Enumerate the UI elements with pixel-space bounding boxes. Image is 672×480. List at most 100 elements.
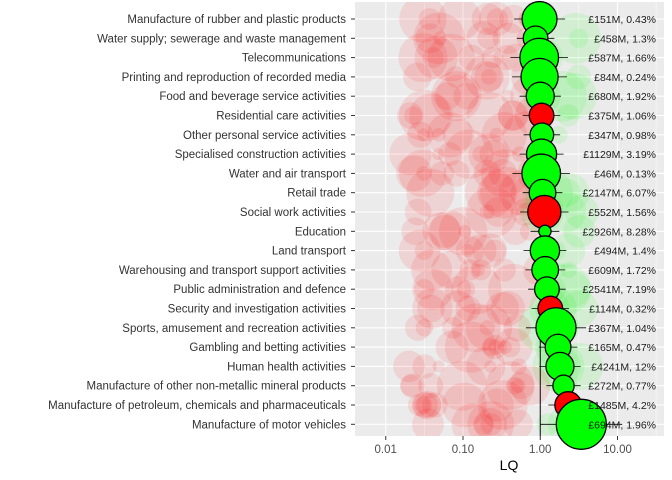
grid-lines [355, 2, 664, 436]
data-point [527, 194, 562, 230]
background-bubble [409, 93, 454, 138]
value-label: £1485M, 4.2% [588, 400, 656, 412]
background-bubble [440, 290, 476, 327]
y-tick-label: Specialised construction activities [175, 149, 347, 161]
background-bubble [442, 382, 487, 428]
background-bubble [412, 288, 453, 329]
background-bubble [471, 263, 485, 277]
background-bubble [484, 239, 507, 262]
background-bubble [480, 413, 503, 436]
background-bubble [416, 392, 442, 418]
value-label: £694M, 1.96% [588, 419, 656, 431]
background-bubble [492, 22, 525, 55]
background-bubble [550, 173, 590, 213]
value-label: £587M, 1.66% [588, 53, 656, 65]
value-label: £165M, 0.47% [588, 342, 656, 354]
background-bubble [418, 8, 441, 30]
value-label: £272M, 0.77% [588, 381, 656, 393]
background-bubble [488, 263, 539, 315]
background-bubble [427, 33, 476, 82]
x-tick-label: 10.00 [603, 444, 632, 456]
background-bubble [417, 128, 430, 142]
background-bubble [443, 160, 470, 187]
y-tick-label: Gambling and betting activities [189, 342, 346, 354]
background-bubble [486, 291, 520, 326]
y-tick-label: Retail trade [287, 188, 346, 200]
background-bubble [442, 316, 464, 339]
background-bubble [488, 339, 505, 355]
background-bubble [445, 66, 467, 88]
background-bubble [568, 28, 589, 49]
value-label: £2541M, 7.19% [582, 284, 656, 296]
y-tick-label: Printing and reproduction of recorded me… [122, 72, 347, 84]
background-bubble [501, 217, 530, 246]
background-bubble [412, 408, 444, 436]
background-bubble [415, 23, 446, 54]
background-bubble [422, 47, 444, 69]
background-bubble [468, 133, 510, 175]
value-label: £84M, 0.24% [594, 72, 656, 84]
background-bubble [511, 378, 526, 393]
background-bubble [489, 127, 504, 142]
background-bubble [505, 376, 524, 395]
background-bubble [398, 89, 451, 142]
y-tick-label: Manufacture of motor vehicles [192, 419, 346, 431]
background-bubble [393, 350, 425, 383]
background-bubble [480, 149, 529, 198]
data-point [555, 398, 607, 450]
background-bubble [458, 224, 472, 238]
background-bubble [415, 318, 434, 337]
x-axis-title: LQ [500, 457, 519, 473]
background-bubble [477, 172, 518, 213]
background-bubble [407, 393, 431, 417]
y-tick-label: Water supply; sewerage and waste managem… [97, 33, 347, 45]
background-bubble [431, 71, 482, 122]
background-bubble [471, 2, 504, 36]
background-bubble [467, 400, 515, 436]
x-axis-ticks: 0.01 0.10 1.00 10.00 [375, 436, 632, 456]
background-bubble [406, 168, 455, 217]
background-bubble [499, 336, 521, 358]
background-bubble [410, 249, 453, 291]
background-bubble [503, 314, 532, 342]
value-label: £114M, 0.32% [589, 304, 656, 316]
y-tick-label: Social work activities [240, 207, 346, 219]
background-bubble [493, 327, 533, 367]
background-bubble [552, 178, 581, 208]
value-label: £494M, 1.4% [594, 246, 656, 258]
y-tick-label: Telecommunications [242, 53, 346, 65]
background-bubble [482, 334, 507, 360]
background-bubble [432, 148, 445, 161]
background-bubble [399, 149, 447, 198]
background-bubble [466, 21, 501, 56]
background-bubble [398, 33, 448, 83]
y-tick-label: Manufacture of other non-metallic minera… [86, 381, 346, 393]
y-tick-label: Manufacture of rubber and plastic produc… [127, 14, 346, 26]
y-tick-label: Water and air transport [229, 168, 347, 180]
background-bubble [451, 264, 502, 315]
background-bubble [466, 346, 506, 386]
background-bubble [474, 407, 507, 436]
background-bubble [389, 132, 432, 176]
background-bubble [499, 4, 528, 34]
background-bubble [418, 373, 444, 399]
y-tick-label: Public administration and defence [173, 284, 346, 296]
background-bubble [407, 121, 434, 148]
background-bubble [398, 229, 441, 272]
y-tick-label: Education [295, 226, 346, 238]
background-bubble [473, 159, 501, 187]
background-bubble [466, 186, 518, 238]
background-bubble [422, 212, 461, 251]
background-bubble [417, 294, 445, 323]
background-bubble [427, 112, 473, 158]
background-bubble [563, 215, 596, 248]
background-bubble [470, 60, 503, 93]
background-bubble [451, 303, 501, 353]
background-bubble [480, 388, 514, 422]
background-bubble [437, 360, 487, 411]
background-bubble [484, 360, 497, 373]
y-tick-label: Manufacture of petroleum, chemicals and … [48, 400, 346, 412]
background-bubble [483, 197, 514, 227]
background-bubble [400, 374, 423, 397]
